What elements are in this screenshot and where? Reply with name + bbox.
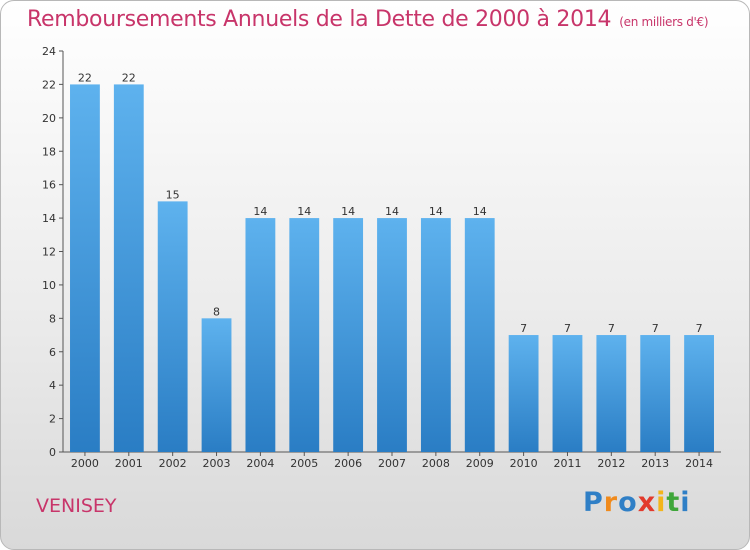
logo-letter: i [680, 487, 691, 518]
x-tick-label: 2014 [685, 457, 713, 470]
x-tick-label: 2005 [290, 457, 318, 470]
y-tick-label: 14 [42, 212, 56, 225]
logo-letter: r [603, 487, 619, 518]
bar [70, 84, 100, 453]
x-tick-label: 2003 [203, 457, 231, 470]
bar [333, 218, 364, 452]
bar [245, 218, 276, 452]
y-tick-label: 8 [49, 312, 56, 325]
chart-subtitle: (en milliers d'€) [619, 15, 709, 29]
y-tick-label: 4 [49, 379, 56, 392]
data-label: 7 [564, 322, 571, 335]
bar [552, 335, 583, 452]
data-label: 14 [341, 205, 355, 218]
data-label: 14 [429, 205, 443, 218]
bar [464, 218, 495, 452]
x-tick-label: 2001 [115, 457, 143, 470]
y-tick-label: 16 [42, 179, 56, 192]
x-tick-label: 2012 [597, 457, 625, 470]
bar [420, 218, 451, 452]
data-label: 7 [696, 322, 703, 335]
data-label: 14 [473, 205, 487, 218]
x-tick-label: 2009 [466, 457, 494, 470]
data-label: 8 [213, 305, 220, 318]
x-tick-label: 2007 [378, 457, 406, 470]
bar [289, 218, 320, 452]
bar [640, 335, 671, 452]
y-tick-label: 6 [49, 346, 56, 359]
y-tick-label: 10 [42, 279, 56, 292]
y-tick-label: 20 [42, 112, 56, 125]
bar [113, 84, 144, 453]
logo-letter: i [656, 487, 667, 518]
y-tick-label: 0 [49, 446, 56, 459]
x-tick-label: 2006 [334, 457, 362, 470]
data-label: 14 [385, 205, 399, 218]
y-tick-label: 12 [42, 246, 56, 259]
bar [684, 335, 714, 452]
data-label: 15 [166, 188, 180, 201]
x-tick-label: 2013 [641, 457, 669, 470]
y-tick-label: 18 [42, 145, 56, 158]
chart-title-text: Remboursements Annuels de la Dette de 20… [27, 7, 612, 32]
x-tick-label: 2000 [71, 457, 99, 470]
data-label: 7 [608, 322, 615, 335]
x-tick-label: 2004 [246, 457, 274, 470]
proxiti-logo: Proxiti [583, 487, 691, 518]
x-tick-label: 2002 [159, 457, 187, 470]
bar [508, 335, 539, 452]
x-tick-label: 2008 [422, 457, 450, 470]
x-tick-label: 2011 [553, 457, 581, 470]
data-label: 22 [122, 71, 136, 84]
bar [201, 318, 232, 452]
y-tick-label: 22 [42, 78, 56, 91]
y-tick-label: 24 [42, 45, 56, 58]
y-tick-label: 2 [49, 413, 56, 426]
logo-letter: x [637, 487, 657, 518]
data-label: 7 [652, 322, 659, 335]
bar [157, 201, 188, 452]
data-label: 7 [520, 322, 527, 335]
logo-letter: P [583, 487, 604, 518]
bar [377, 218, 407, 452]
chart-title: Remboursements Annuels de la Dette de 20… [27, 7, 709, 32]
logo-letter: o [618, 487, 638, 518]
data-label: 22 [78, 71, 92, 84]
data-label: 14 [253, 205, 267, 218]
data-label: 14 [297, 205, 311, 218]
logo-letter: t [666, 487, 681, 518]
town-name: VENISEY [36, 495, 117, 517]
bar [596, 335, 627, 452]
x-tick-label: 2010 [510, 457, 538, 470]
